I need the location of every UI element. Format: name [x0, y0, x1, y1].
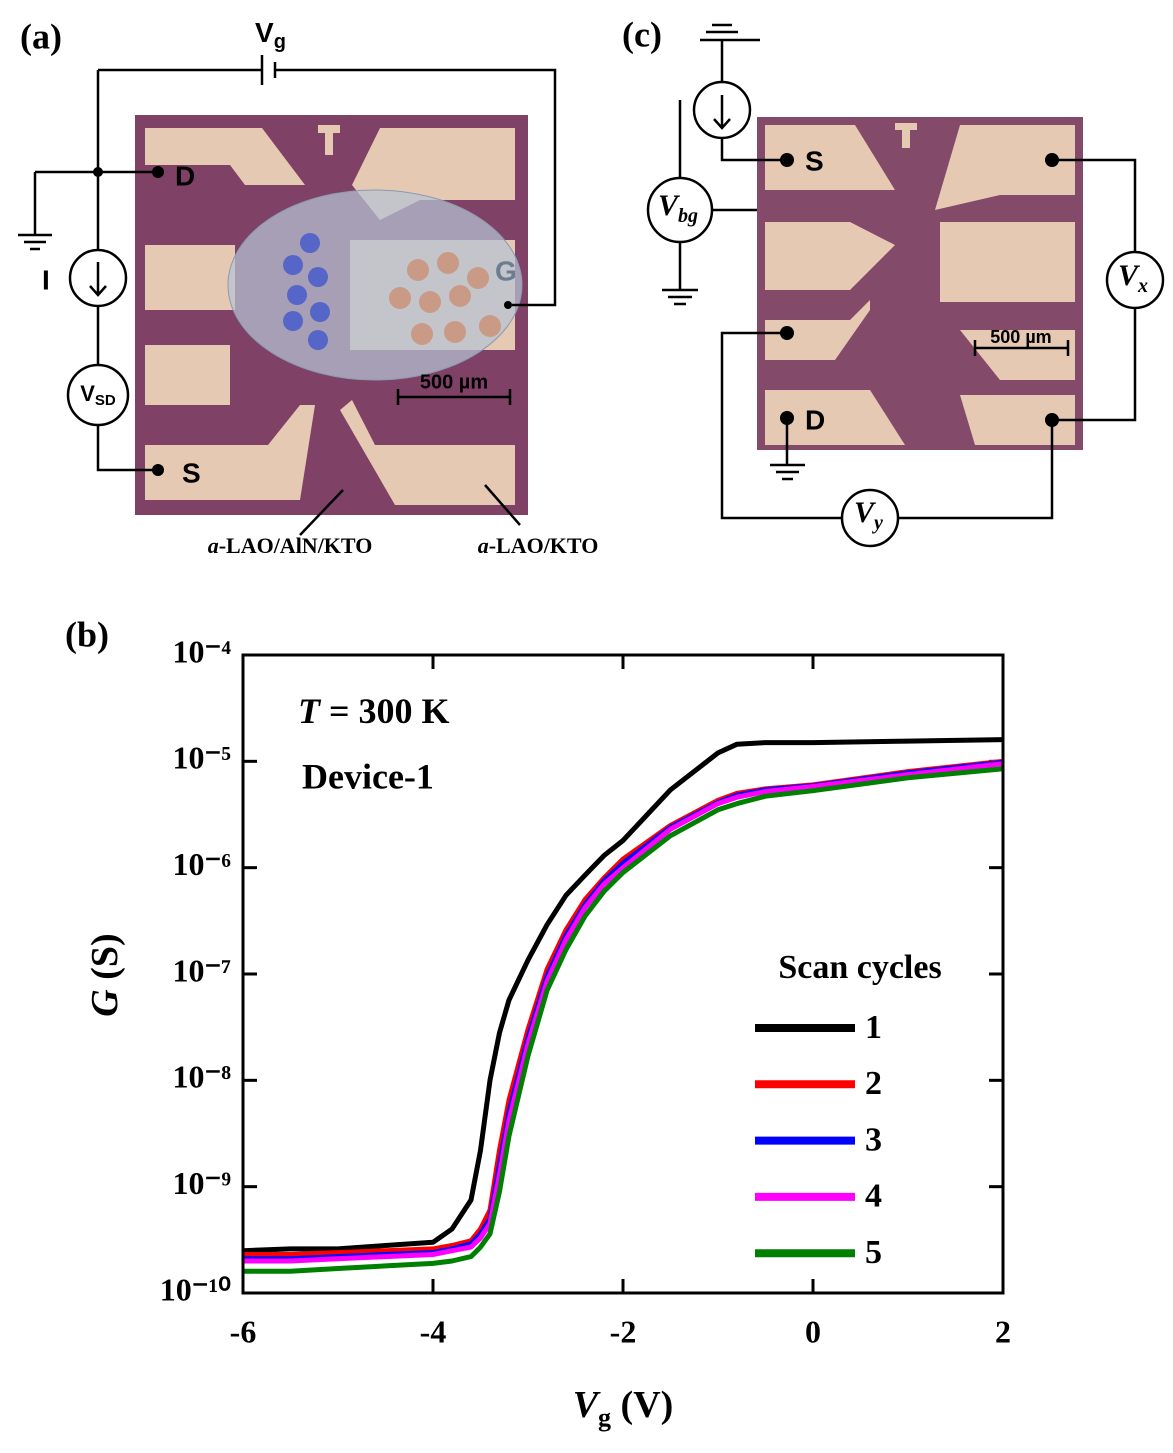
panel-b: (b) T = 300 K Device-1 Vg (V) G (S) Scan…: [65, 614, 1011, 1432]
subscript: bg: [678, 205, 698, 227]
prefix: a: [208, 533, 219, 558]
y-tick-label: 10⁻⁴: [173, 633, 232, 669]
panel-label: (c): [622, 14, 662, 54]
x-tick-label: -4: [420, 1313, 447, 1349]
panel-label: (b): [65, 614, 109, 654]
annotation: Device-1: [302, 756, 434, 796]
y-tick-label: 10⁻⁵: [173, 740, 231, 776]
source-label: S: [805, 145, 824, 176]
plot-frame: [241, 653, 1005, 1295]
symbol: V: [80, 381, 95, 406]
series-line: [243, 758, 1004, 1257]
y-tick-label: 10⁻¹⁰: [160, 1271, 231, 1307]
panel-c: (c) S D Vbg Vx Vy 500 µm: [622, 14, 1165, 548]
series-line: [243, 759, 1004, 1262]
legend-label: 3: [865, 1121, 882, 1158]
legend-label: 2: [865, 1065, 882, 1102]
scale-bar-label: 500 µm: [990, 327, 1051, 347]
y-tick-label: 10⁻⁸: [173, 1059, 232, 1095]
subscript: g: [598, 1403, 611, 1432]
rest: = 300 K: [320, 691, 450, 731]
rest: -LAO/KTO: [489, 533, 599, 558]
legend-label: 1: [865, 1009, 882, 1046]
series-line: [242, 737, 1004, 1254]
annotation: T = 300 K: [298, 691, 450, 731]
rest: -LAO/AlN/KTO: [219, 533, 373, 558]
prefix: a: [478, 533, 489, 558]
symbol: V: [658, 189, 681, 222]
symbol: V: [1118, 259, 1141, 292]
gate-voltage-label: Vg: [255, 17, 286, 53]
x-tick-label: -6: [230, 1313, 257, 1349]
subscript: y: [872, 512, 883, 534]
y-voltage-label: Vy: [854, 496, 883, 534]
scale-bar-label: 500 µm: [420, 371, 488, 393]
series-line: [243, 761, 1004, 1264]
region-label: a-LAO/KTO: [478, 533, 599, 558]
source-label: S: [182, 457, 201, 488]
subscript: SD: [95, 392, 116, 409]
region-label: a-LAO/AlN/KTO: [208, 533, 373, 558]
legend-label: 4: [865, 1178, 882, 1215]
symbol: V: [255, 17, 274, 48]
legend-title: Scan cycles: [778, 949, 941, 986]
pads: [765, 123, 1075, 445]
y-tick-label: 10⁻⁷: [173, 952, 231, 988]
x-tick-label: -2: [610, 1313, 637, 1349]
x-axis-label: Vg (V): [573, 1384, 674, 1432]
drain-label: D: [175, 160, 195, 191]
unit: (V): [611, 1384, 673, 1426]
legend-label: 5: [865, 1234, 882, 1271]
backgate-voltage-label: Vbg: [658, 189, 698, 227]
panel-a: (a) Vg D S I VSD G 500 µm a-LAO/AlN/KTO …: [18, 16, 598, 558]
symbol: T: [298, 691, 322, 731]
x-tick-label: 0: [805, 1313, 821, 1349]
symbol: V: [854, 496, 877, 529]
unit: (S): [84, 933, 126, 989]
subscript: x: [1137, 275, 1148, 297]
y-axis-label: G (S): [84, 933, 126, 1016]
x-voltage-label: Vx: [1118, 259, 1148, 297]
current-label: I: [42, 264, 50, 295]
drain-label: D: [805, 404, 825, 435]
panel-label: (a): [20, 16, 62, 56]
y-tick-label: 10⁻⁶: [173, 846, 231, 882]
y-tick-label: 10⁻⁹: [173, 1165, 231, 1201]
charges: [283, 233, 501, 350]
sd-voltage-label: VSD: [80, 381, 116, 409]
gate-label: G: [495, 255, 517, 286]
symbol: G: [84, 989, 126, 1017]
symbol: V: [573, 1384, 601, 1426]
series-line: [243, 766, 1004, 1274]
x-tick-label: 2: [995, 1313, 1011, 1349]
subscript: g: [274, 31, 286, 53]
